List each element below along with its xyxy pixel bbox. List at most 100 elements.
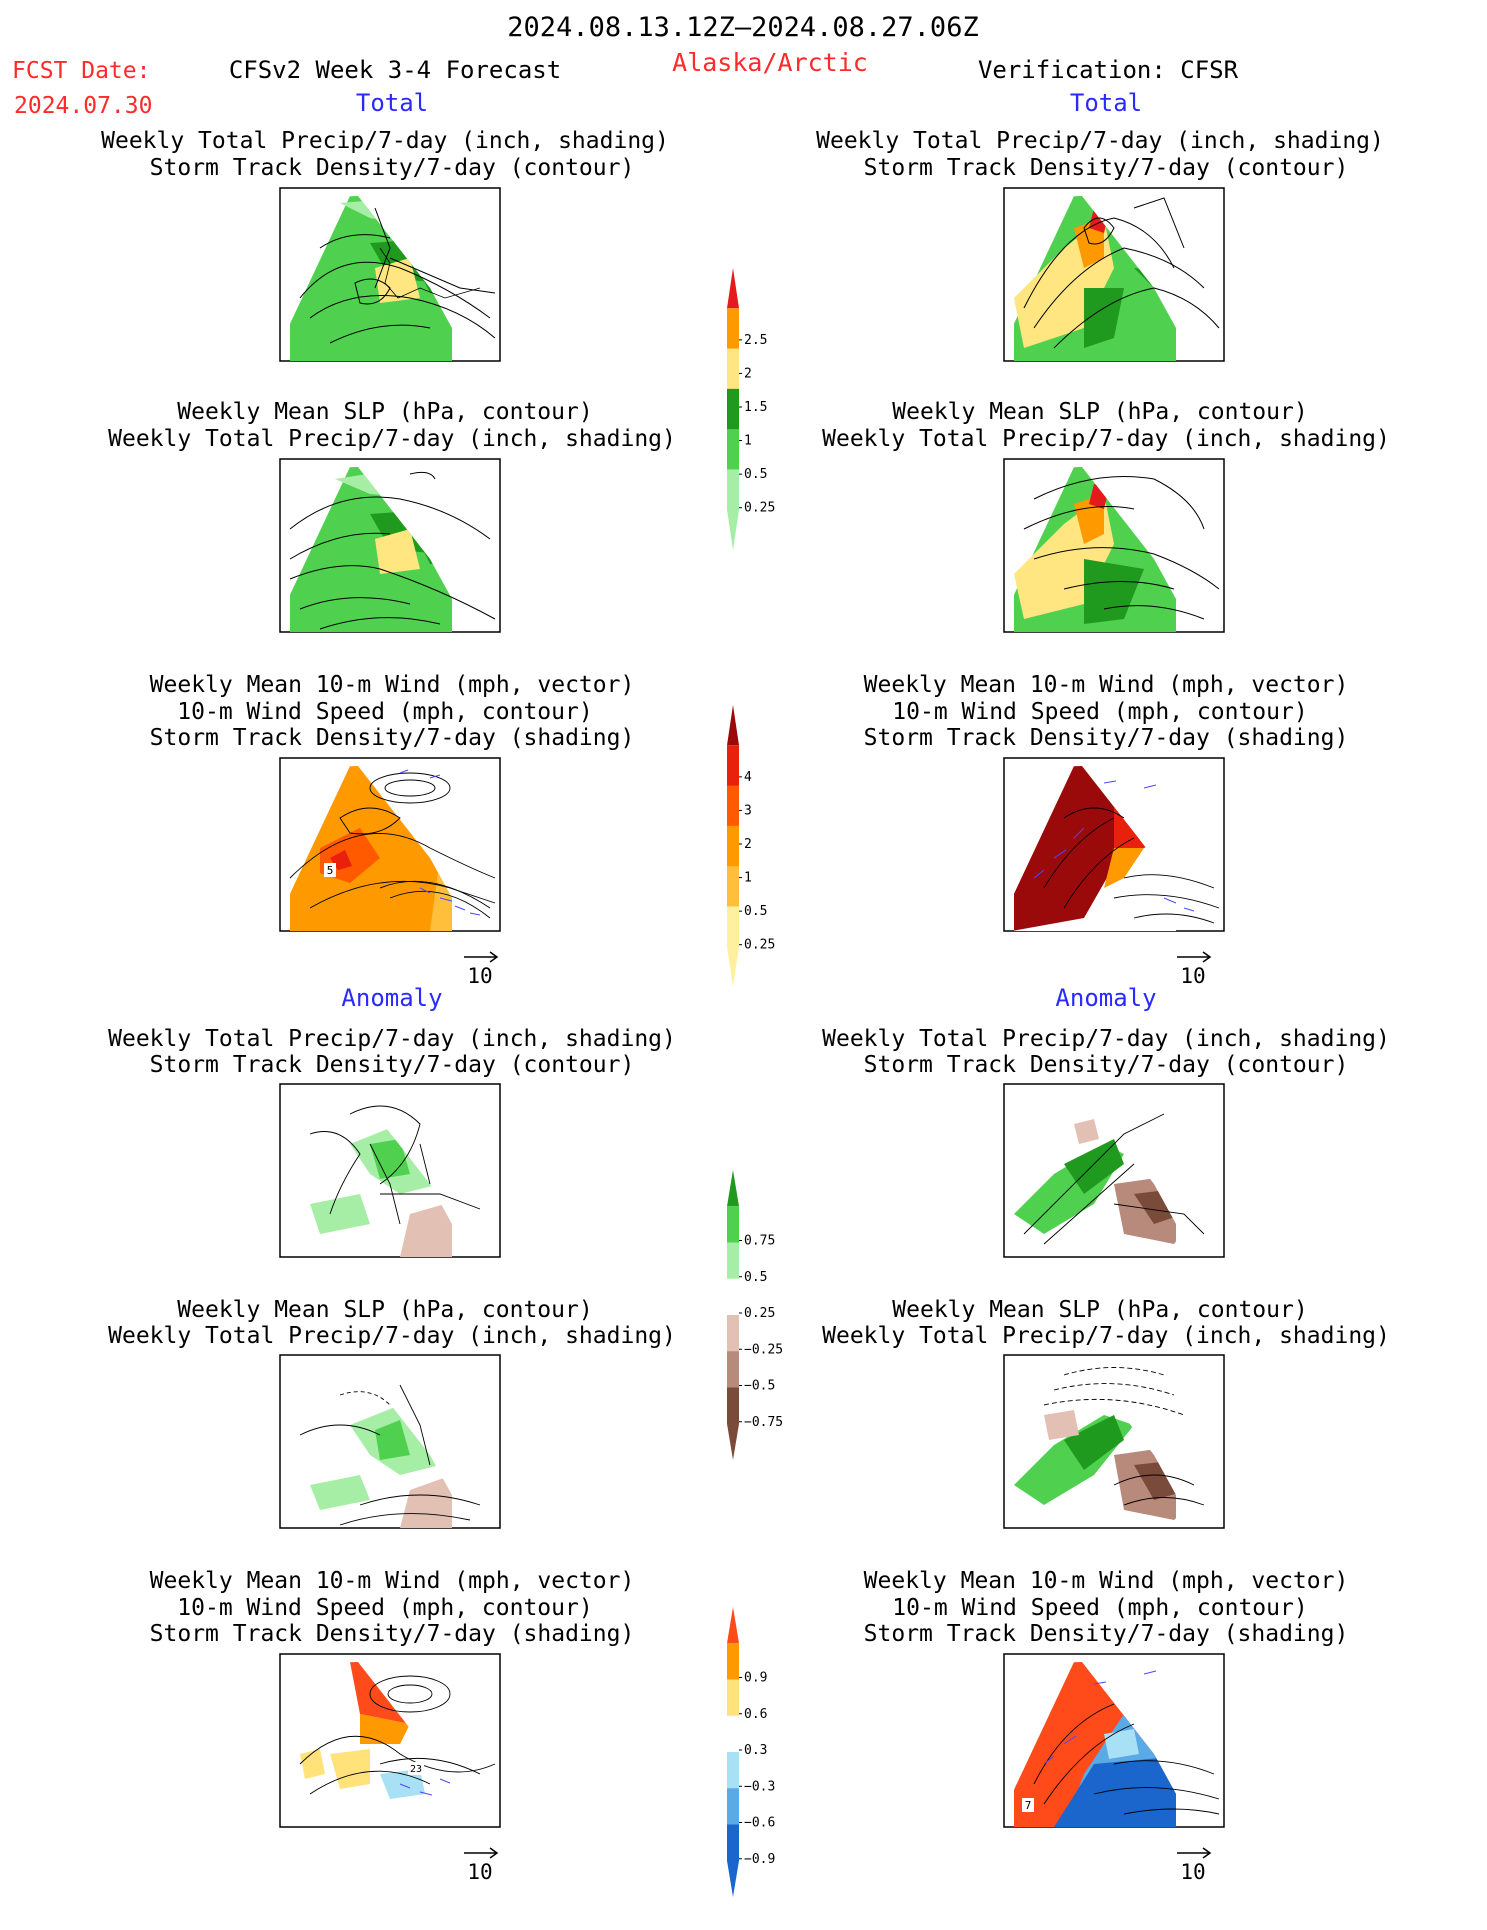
colorbar-precip-total: 2.5 2 1.5 1 0.5 0.25 xyxy=(727,268,775,550)
map-total-precip-verification xyxy=(1003,187,1225,362)
colorbar-bottom-arrow xyxy=(727,1423,739,1460)
title-r2-left-1: Weekly Mean SLP (hPa, contour) xyxy=(177,399,592,425)
map-precip-anom-forecast xyxy=(279,1083,501,1258)
map-wind-total-forecast: 5 xyxy=(279,757,501,932)
colorbar-segment xyxy=(727,1752,739,1789)
vector-ref-r6-left: 10 xyxy=(464,1847,499,1884)
colorbar-segment xyxy=(727,1824,739,1862)
colorbar-segment xyxy=(727,1643,739,1680)
fcst-date-value: 2024.07.30 xyxy=(14,93,152,119)
title-r2-right-2: Weekly Total Precip/7-day (inch, shading… xyxy=(822,426,1390,452)
colorbar-tick-label: 1 xyxy=(744,434,752,449)
verification-title: Verification: CFSR xyxy=(978,56,1239,84)
title-r6-left-3: Storm Track Density/7-day (shading) xyxy=(150,1621,635,1647)
colorbar-bottom-arrow xyxy=(727,946,739,987)
contour-label: 7 xyxy=(1025,1799,1032,1812)
colorbar-tick-label: 0.5 xyxy=(744,1270,767,1285)
vector-ref-label: 10 xyxy=(467,964,492,988)
colorbar-segment xyxy=(727,785,739,827)
colorbar-tick-label: 1 xyxy=(744,871,752,886)
vector-ref-r3-right: 10 xyxy=(1177,951,1212,988)
model-title: CFSv2 Week 3-4 Forecast xyxy=(229,56,561,84)
colorbar-segment xyxy=(727,1315,739,1352)
colorbar-tick-label: 3 xyxy=(744,803,752,818)
map-wind-total-verification xyxy=(1003,757,1225,932)
map-wind-anom-verification: 7 xyxy=(1003,1653,1225,1828)
title-r4-left-2: Storm Track Density/7-day (contour) xyxy=(150,1052,635,1078)
colorbar-tick-label: −0.3 xyxy=(744,1779,775,1794)
colorbar-tick-label: 4 xyxy=(744,770,752,785)
colorbar-storm-anom: 0.9 0.6 0.3 −0.3 −0.6 −0.9 xyxy=(727,1607,775,1897)
vector-ref-r3-left: 10 xyxy=(464,951,499,988)
colorbar-segment xyxy=(727,825,739,867)
map-slp-anom-forecast xyxy=(279,1354,501,1529)
title-r3-left-1: Weekly Mean 10-m Wind (mph, vector) xyxy=(150,672,635,698)
colorbar-top-arrow xyxy=(727,705,739,746)
contour-label: 23 xyxy=(410,1764,422,1775)
region-title: Alaska/Arctic xyxy=(672,48,868,77)
map-total-precip-forecast xyxy=(279,187,501,362)
vector-refs: 10 10 10 10 xyxy=(464,951,1212,1884)
title-r3-right-1: Weekly Mean 10-m Wind (mph, vector) xyxy=(864,672,1349,698)
title-r6-right-3: Storm Track Density/7-day (shading) xyxy=(864,1621,1349,1647)
panel-titles: Weekly Total Precip/7-day (inch, shading… xyxy=(101,128,1390,1647)
map-precip-anom-verification xyxy=(1003,1083,1225,1258)
title-r6-left-2: 10-m Wind Speed (mph, contour) xyxy=(177,1595,592,1621)
colorbar-tick-label: 0.3 xyxy=(744,1743,767,1758)
title-r5-left-1: Weekly Mean SLP (hPa, contour) xyxy=(177,1297,592,1323)
colorbar-segment xyxy=(727,1206,739,1243)
colorbar-tick-label: 2 xyxy=(744,366,752,381)
title-r6-right-2: 10-m Wind Speed (mph, contour) xyxy=(892,1595,1307,1621)
title-r6-right-1: Weekly Mean 10-m Wind (mph, vector) xyxy=(864,1568,1349,1594)
colorbar-segment xyxy=(727,348,739,390)
colorbar-tick-label: −0.25 xyxy=(744,1342,783,1357)
title-r5-right-1: Weekly Mean SLP (hPa, contour) xyxy=(892,1297,1307,1323)
colorbar-segment xyxy=(727,1679,739,1717)
colorbar-top-arrow xyxy=(727,1170,739,1207)
colorbar-segment xyxy=(727,388,739,430)
colorbar-segment xyxy=(727,469,739,511)
title-r3-left-3: Storm Track Density/7-day (shading) xyxy=(150,725,635,751)
vector-ref-label: 10 xyxy=(1180,1860,1205,1884)
colorbar-segment xyxy=(727,1788,739,1825)
title-r1-left-1: Weekly Total Precip/7-day (inch, shading… xyxy=(101,128,669,154)
colorbar-bottom-arrow xyxy=(727,509,739,550)
colorbar-tick-label: 0.9 xyxy=(744,1671,767,1686)
title-r2-right-1: Weekly Mean SLP (hPa, contour) xyxy=(892,399,1307,425)
title-r1-right-1: Weekly Total Precip/7-day (inch, shading… xyxy=(816,128,1384,154)
vector-ref-r6-right: 10 xyxy=(1177,1847,1212,1884)
colorbar-tick-label: −0.6 xyxy=(744,1816,775,1831)
vector-ref-label: 10 xyxy=(1180,964,1205,988)
colorbar-segment xyxy=(727,429,739,470)
map-slp-precip-forecast xyxy=(279,458,501,633)
colorbar-top-arrow xyxy=(727,1607,739,1644)
colorbar-tick-label: 0.5 xyxy=(744,467,767,482)
colorbar-tick-label: 1.5 xyxy=(744,400,767,415)
title-r3-right-3: Storm Track Density/7-day (shading) xyxy=(864,725,1349,751)
colorbar-segment xyxy=(727,308,739,350)
contour-label-box xyxy=(408,1762,424,1775)
colorbar-top-arrow xyxy=(727,268,739,309)
colorbar-segment xyxy=(727,1715,739,1753)
colorbar-tick-label: −0.9 xyxy=(744,1852,775,1867)
colorbar-segment xyxy=(727,1242,739,1280)
colorbar-segment xyxy=(727,745,739,787)
colorbar-bottom-arrow xyxy=(727,1860,739,1897)
title-r1-right-2: Storm Track Density/7-day (contour) xyxy=(864,155,1349,181)
colorbar-tick-label: 2 xyxy=(744,837,752,852)
section-total-left: Total xyxy=(356,89,428,117)
colorbar-tick-label: 2.5 xyxy=(744,333,767,348)
title-r4-right-2: Storm Track Density/7-day (contour) xyxy=(864,1052,1349,1078)
contour-label-box xyxy=(324,863,336,877)
section-anomaly-left: Anomaly xyxy=(341,984,442,1012)
title-r1-left-2: Storm Track Density/7-day (contour) xyxy=(150,155,635,181)
colorbar-segment xyxy=(727,906,739,948)
map-wind-anom-forecast: 23 xyxy=(279,1653,501,1828)
colorbar-tick-label: −0.75 xyxy=(744,1415,783,1430)
colorbar-tick-label: 0.25 xyxy=(744,1306,775,1321)
title-r3-left-2: 10-m Wind Speed (mph, contour) xyxy=(177,699,592,725)
title-r4-right-1: Weekly Total Precip/7-day (inch, shading… xyxy=(822,1026,1390,1052)
colorbar-tick-label: −0.5 xyxy=(744,1379,775,1394)
